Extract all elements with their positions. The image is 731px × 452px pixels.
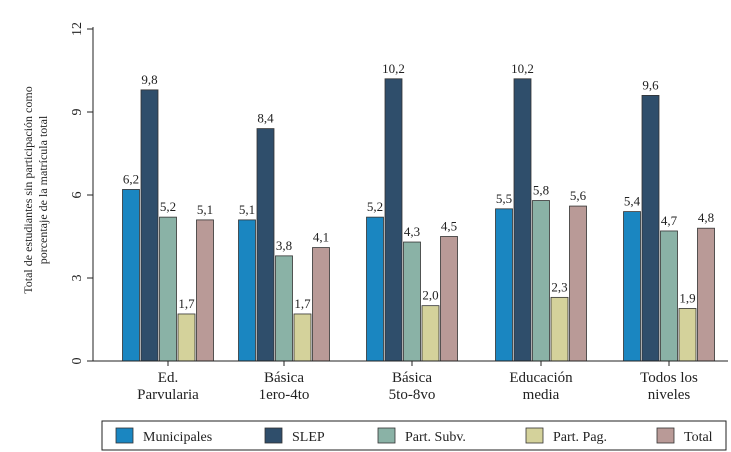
y-axis-label-line: porcentaje de la matrícula total bbox=[36, 115, 50, 264]
bar-municipales bbox=[366, 216, 384, 362]
bar-part-subv bbox=[532, 200, 550, 362]
x-tick-label: Básica bbox=[392, 370, 432, 386]
data-label: 4,8 bbox=[698, 210, 714, 225]
y-tick-label: 6 bbox=[70, 192, 85, 199]
data-label: 1,9 bbox=[679, 290, 695, 305]
data-label: 1,7 bbox=[294, 296, 311, 311]
data-label: 5,2 bbox=[160, 199, 176, 214]
bar-municipales bbox=[122, 189, 140, 362]
x-tick-label: Educación bbox=[509, 370, 573, 386]
bars bbox=[122, 78, 715, 362]
y-tick-label: 12 bbox=[70, 22, 85, 36]
x-tick-label: niveles bbox=[648, 387, 691, 403]
data-label: 4,1 bbox=[313, 230, 329, 245]
y-axis: 0 3 6 9 12 bbox=[70, 22, 94, 365]
y-tick-label: 0 bbox=[70, 358, 85, 365]
x-tick-label: 1ero-4to bbox=[259, 387, 310, 403]
bar-slep bbox=[256, 128, 275, 362]
y-axis-label-line: Total de estudiantes sin participación c… bbox=[21, 86, 35, 293]
bar-total bbox=[569, 205, 587, 362]
data-label: 4,3 bbox=[404, 224, 420, 239]
x-tick-label: Básica bbox=[264, 370, 304, 386]
data-label: 9,8 bbox=[141, 72, 157, 87]
data-label: 5,1 bbox=[239, 202, 255, 217]
data-label: 5,8 bbox=[533, 183, 549, 198]
bar-part-pag bbox=[550, 296, 569, 362]
bar-part-pag bbox=[421, 305, 440, 362]
data-label: 5,4 bbox=[624, 194, 641, 209]
y-tick-label: 3 bbox=[70, 275, 85, 282]
bar-part-pag bbox=[293, 313, 312, 362]
data-label: 2,0 bbox=[422, 288, 438, 303]
data-label: 5,6 bbox=[570, 188, 587, 203]
bar-municipales bbox=[238, 219, 256, 362]
bar-total bbox=[440, 236, 458, 362]
data-label: 4,5 bbox=[441, 219, 457, 234]
data-label: 5,1 bbox=[197, 202, 213, 217]
x-tick-label: Ed. bbox=[158, 370, 178, 386]
bar-part-subv bbox=[159, 216, 177, 362]
bar-slep bbox=[641, 95, 660, 362]
legend-label: SLEP bbox=[292, 430, 325, 445]
data-label: 2,3 bbox=[551, 279, 567, 294]
bar-total bbox=[196, 219, 214, 362]
bar-slep bbox=[140, 89, 159, 362]
data-label: 1,7 bbox=[178, 296, 195, 311]
legend-box bbox=[101, 420, 727, 451]
legend-label: Part. Subv. bbox=[405, 430, 466, 445]
x-tick-label: media bbox=[523, 387, 560, 403]
legend-label: Part. Pag. bbox=[553, 430, 607, 445]
bar-municipales bbox=[623, 211, 641, 362]
legend-swatch bbox=[264, 427, 283, 444]
x-tick-label: Parvularia bbox=[137, 387, 199, 403]
data-label: 8,4 bbox=[257, 111, 274, 126]
bar-part-subv bbox=[275, 255, 293, 362]
legend-swatch bbox=[656, 427, 675, 444]
bar-total bbox=[697, 227, 715, 362]
legend-swatch bbox=[525, 427, 544, 444]
bar-part-pag bbox=[678, 308, 697, 362]
bar-total bbox=[312, 247, 330, 362]
bar-part-subv bbox=[660, 230, 678, 362]
bar-slep bbox=[384, 78, 403, 362]
data-label: 5,5 bbox=[496, 191, 512, 206]
data-label: 4,7 bbox=[661, 213, 678, 228]
y-axis-label: Total de estudiantes sin participación c… bbox=[21, 86, 50, 293]
bar-slep bbox=[513, 78, 532, 362]
legend-swatch bbox=[115, 427, 134, 444]
data-label: 9,6 bbox=[642, 77, 659, 92]
data-label: 10,2 bbox=[382, 61, 405, 76]
data-label: 6,2 bbox=[123, 171, 139, 186]
data-label: 10,2 bbox=[511, 61, 534, 76]
bar-part-subv bbox=[403, 241, 421, 362]
legend-swatch bbox=[377, 427, 396, 444]
bar-municipales bbox=[495, 208, 513, 362]
x-tick-label: 5to-8vo bbox=[389, 387, 436, 403]
legend-label: Total bbox=[684, 430, 713, 445]
x-axis: Ed.ParvulariaBásica1ero-4toBásica5to-8vo… bbox=[93, 360, 728, 403]
x-tick-label: Todos los bbox=[640, 370, 698, 386]
bar-part-pag bbox=[177, 313, 196, 362]
data-labels: 6,2 9,8 5,2 1,7 5,1 5,1 8,4 3,8 1,7 4,1 5,2 10,2 4,3… bbox=[123, 61, 714, 311]
legend: Municipales SLEP Part. Subv. Part. Pag. Tota… bbox=[101, 420, 727, 451]
data-label: 5,2 bbox=[367, 199, 383, 214]
data-label: 3,8 bbox=[276, 238, 292, 253]
legend-label: Municipales bbox=[143, 430, 212, 445]
y-tick-label: 9 bbox=[70, 109, 85, 116]
